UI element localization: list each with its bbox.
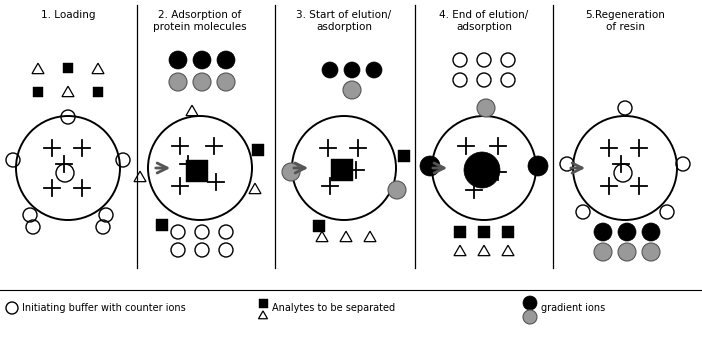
Bar xyxy=(313,220,325,232)
Text: 2. Adsorption of
protein molecules: 2. Adsorption of protein molecules xyxy=(153,10,247,32)
Text: 5.Regeneration
of resin: 5.Regeneration of resin xyxy=(585,10,665,32)
Circle shape xyxy=(618,243,636,261)
Bar xyxy=(93,87,103,97)
Bar xyxy=(156,219,168,231)
Bar xyxy=(454,226,466,238)
Bar xyxy=(186,160,208,182)
Text: 1. Loading: 1. Loading xyxy=(41,10,95,20)
Circle shape xyxy=(344,62,360,78)
Circle shape xyxy=(217,73,235,91)
Circle shape xyxy=(388,181,406,199)
Bar xyxy=(478,226,490,238)
Bar xyxy=(252,144,264,156)
Circle shape xyxy=(523,310,537,324)
Circle shape xyxy=(169,51,187,69)
Circle shape xyxy=(282,163,300,181)
Circle shape xyxy=(366,62,382,78)
Text: 3. Start of elution/
asdorption: 3. Start of elution/ asdorption xyxy=(296,10,392,32)
Bar xyxy=(502,226,514,238)
Text: Initiating buffer with counter ions: Initiating buffer with counter ions xyxy=(22,303,186,313)
Bar xyxy=(63,63,73,73)
Circle shape xyxy=(618,223,636,241)
Circle shape xyxy=(642,223,660,241)
Circle shape xyxy=(528,156,548,176)
Bar xyxy=(258,298,267,307)
Text: Analytes to be separated: Analytes to be separated xyxy=(272,303,395,313)
Bar xyxy=(331,159,353,181)
Text: 4. End of elution/
adsorption: 4. End of elution/ adsorption xyxy=(439,10,529,32)
Circle shape xyxy=(420,156,440,176)
Circle shape xyxy=(169,73,187,91)
Circle shape xyxy=(477,99,495,117)
Circle shape xyxy=(594,243,612,261)
Circle shape xyxy=(464,152,500,188)
Bar xyxy=(398,150,410,162)
Circle shape xyxy=(322,62,338,78)
Circle shape xyxy=(193,73,211,91)
Circle shape xyxy=(594,223,612,241)
Bar xyxy=(33,87,43,97)
Circle shape xyxy=(193,51,211,69)
Text: gradient ions: gradient ions xyxy=(541,303,605,313)
Circle shape xyxy=(343,81,361,99)
Circle shape xyxy=(217,51,235,69)
Circle shape xyxy=(523,296,537,310)
Circle shape xyxy=(642,243,660,261)
